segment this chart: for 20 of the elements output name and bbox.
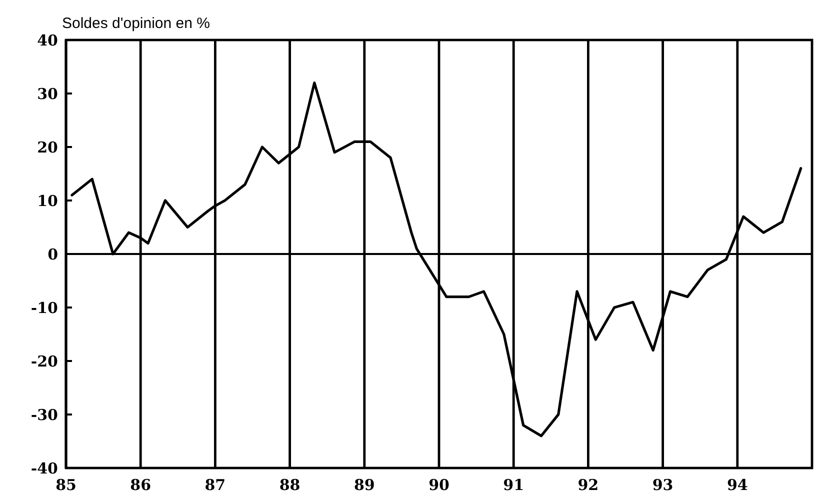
x-tick-label: 89	[354, 476, 375, 494]
y-tick-label: 40	[37, 31, 58, 50]
x-tick-label: 88	[279, 476, 300, 494]
x-tick-label: 90	[428, 476, 450, 494]
x-tick-label: 91	[503, 476, 524, 494]
y-tick-label: -10	[30, 298, 58, 317]
x-tick-label: 93	[652, 476, 674, 494]
y-tick-label: 20	[37, 138, 58, 156]
y-axis-title: Soldes d'opinion en %	[62, 15, 210, 32]
x-tick-label: 94	[726, 476, 748, 494]
x-tick-label: 85	[56, 476, 76, 494]
y-tick-label: 10	[37, 192, 58, 210]
y-tick-label: -20	[30, 352, 58, 370]
y-tick-label: 0	[48, 245, 58, 264]
x-tick-label: 86	[130, 476, 152, 494]
y-tick-label: 30	[37, 84, 58, 103]
y-tick-label: -40	[30, 459, 58, 478]
x-tick-label: 87	[204, 476, 226, 494]
y-tick-label: -30	[30, 406, 58, 424]
x-tick-label: 92	[578, 476, 599, 494]
